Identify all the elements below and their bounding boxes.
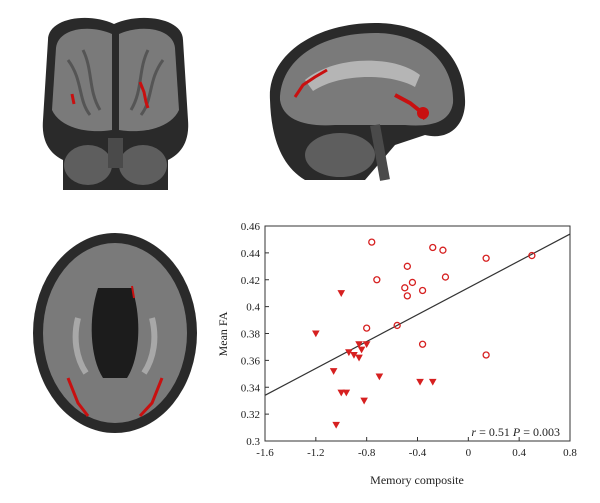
data-point-s0-0 bbox=[368, 238, 376, 246]
data-point-s1-7 bbox=[355, 354, 363, 362]
sagittal-brain-slice bbox=[245, 15, 470, 195]
y-tick-label-3: 0.36 bbox=[241, 355, 261, 367]
data-point-s1-14 bbox=[360, 397, 368, 405]
data-point-s1-13 bbox=[342, 389, 351, 397]
y-axis-label: Mean FA bbox=[216, 311, 230, 356]
y-tick-label-8: 0.46 bbox=[241, 221, 261, 233]
y-tick-label-7: 0.44 bbox=[241, 248, 261, 260]
scatter-chart: 0.30.320.340.360.380.40.420.440.46 -1.6-… bbox=[216, 221, 577, 487]
data-point-s1-5 bbox=[345, 349, 353, 357]
y-tick-label-4: 0.38 bbox=[241, 329, 261, 341]
x-axis-ticks: -1.6 -1.2 -0.8 -0.4 0 0.4 0.8 bbox=[256, 437, 577, 459]
y-axis-ticks: 0.3 0.32 0.34 0.36 0.38 0.4 0.42 0.44 0.46 bbox=[241, 221, 269, 448]
data-point-s0-10 bbox=[482, 254, 490, 262]
data-point-s0-4 bbox=[373, 276, 381, 284]
data-point-s0-9 bbox=[441, 273, 450, 281]
data-point-s0-3 bbox=[403, 262, 411, 270]
y-tick-label-2: 0.34 bbox=[241, 382, 261, 394]
data-point-s0-12 bbox=[393, 321, 401, 330]
coronal-brain-slice bbox=[28, 10, 203, 200]
data-point-s0-11 bbox=[528, 251, 536, 260]
x-tick-label-6: 0.8 bbox=[563, 447, 577, 459]
data-point-s0-14 bbox=[418, 340, 427, 348]
data-point-s1-3 bbox=[362, 341, 371, 349]
data-point-s1-15 bbox=[332, 421, 340, 429]
data-point-s0-1 bbox=[429, 243, 437, 252]
data-point-s0-5 bbox=[408, 278, 417, 287]
data-point-s1-8 bbox=[329, 368, 338, 375]
data-point-s0-2 bbox=[439, 246, 447, 254]
regression-line bbox=[264, 233, 571, 396]
y-tick-label-0: 0.3 bbox=[246, 436, 260, 448]
x-tick-label-4: 0 bbox=[466, 447, 472, 459]
axial-brain-slice bbox=[28, 228, 203, 443]
data-point-s1-0 bbox=[337, 290, 346, 297]
x-tick-label-3: -0.4 bbox=[409, 447, 427, 459]
data-point-s1-12 bbox=[337, 389, 346, 397]
data-point-s1-10 bbox=[416, 378, 424, 386]
data-point-s1-4 bbox=[357, 346, 366, 354]
data-point-s0-7 bbox=[418, 286, 427, 295]
data-point-s1-6 bbox=[350, 351, 358, 359]
x-tick-label-1: -1.2 bbox=[307, 447, 324, 459]
data-point-s1-9 bbox=[375, 373, 384, 381]
data-point-s0-15 bbox=[482, 351, 490, 359]
x-axis-label: Memory composite bbox=[370, 473, 464, 487]
data-point-s1-2 bbox=[355, 341, 363, 349]
data-point-s1-1 bbox=[312, 330, 320, 338]
x-tick-label-0: -1.6 bbox=[256, 447, 274, 459]
y-tick-label-5: 0.4 bbox=[246, 302, 260, 314]
x-tick-label-2: -0.8 bbox=[358, 447, 376, 459]
data-point-s0-6 bbox=[401, 284, 409, 292]
y-tick-label-6: 0.42 bbox=[241, 275, 260, 287]
data-point-s1-11 bbox=[428, 378, 437, 386]
data-points bbox=[312, 238, 536, 429]
data-point-s0-13 bbox=[363, 324, 371, 332]
stats-annotation: r = 0.51 P = 0.003 bbox=[471, 425, 560, 439]
x-tick-label-5: 0.4 bbox=[512, 447, 526, 459]
data-point-s0-8 bbox=[403, 292, 411, 300]
y-tick-label-1: 0.32 bbox=[241, 409, 260, 421]
